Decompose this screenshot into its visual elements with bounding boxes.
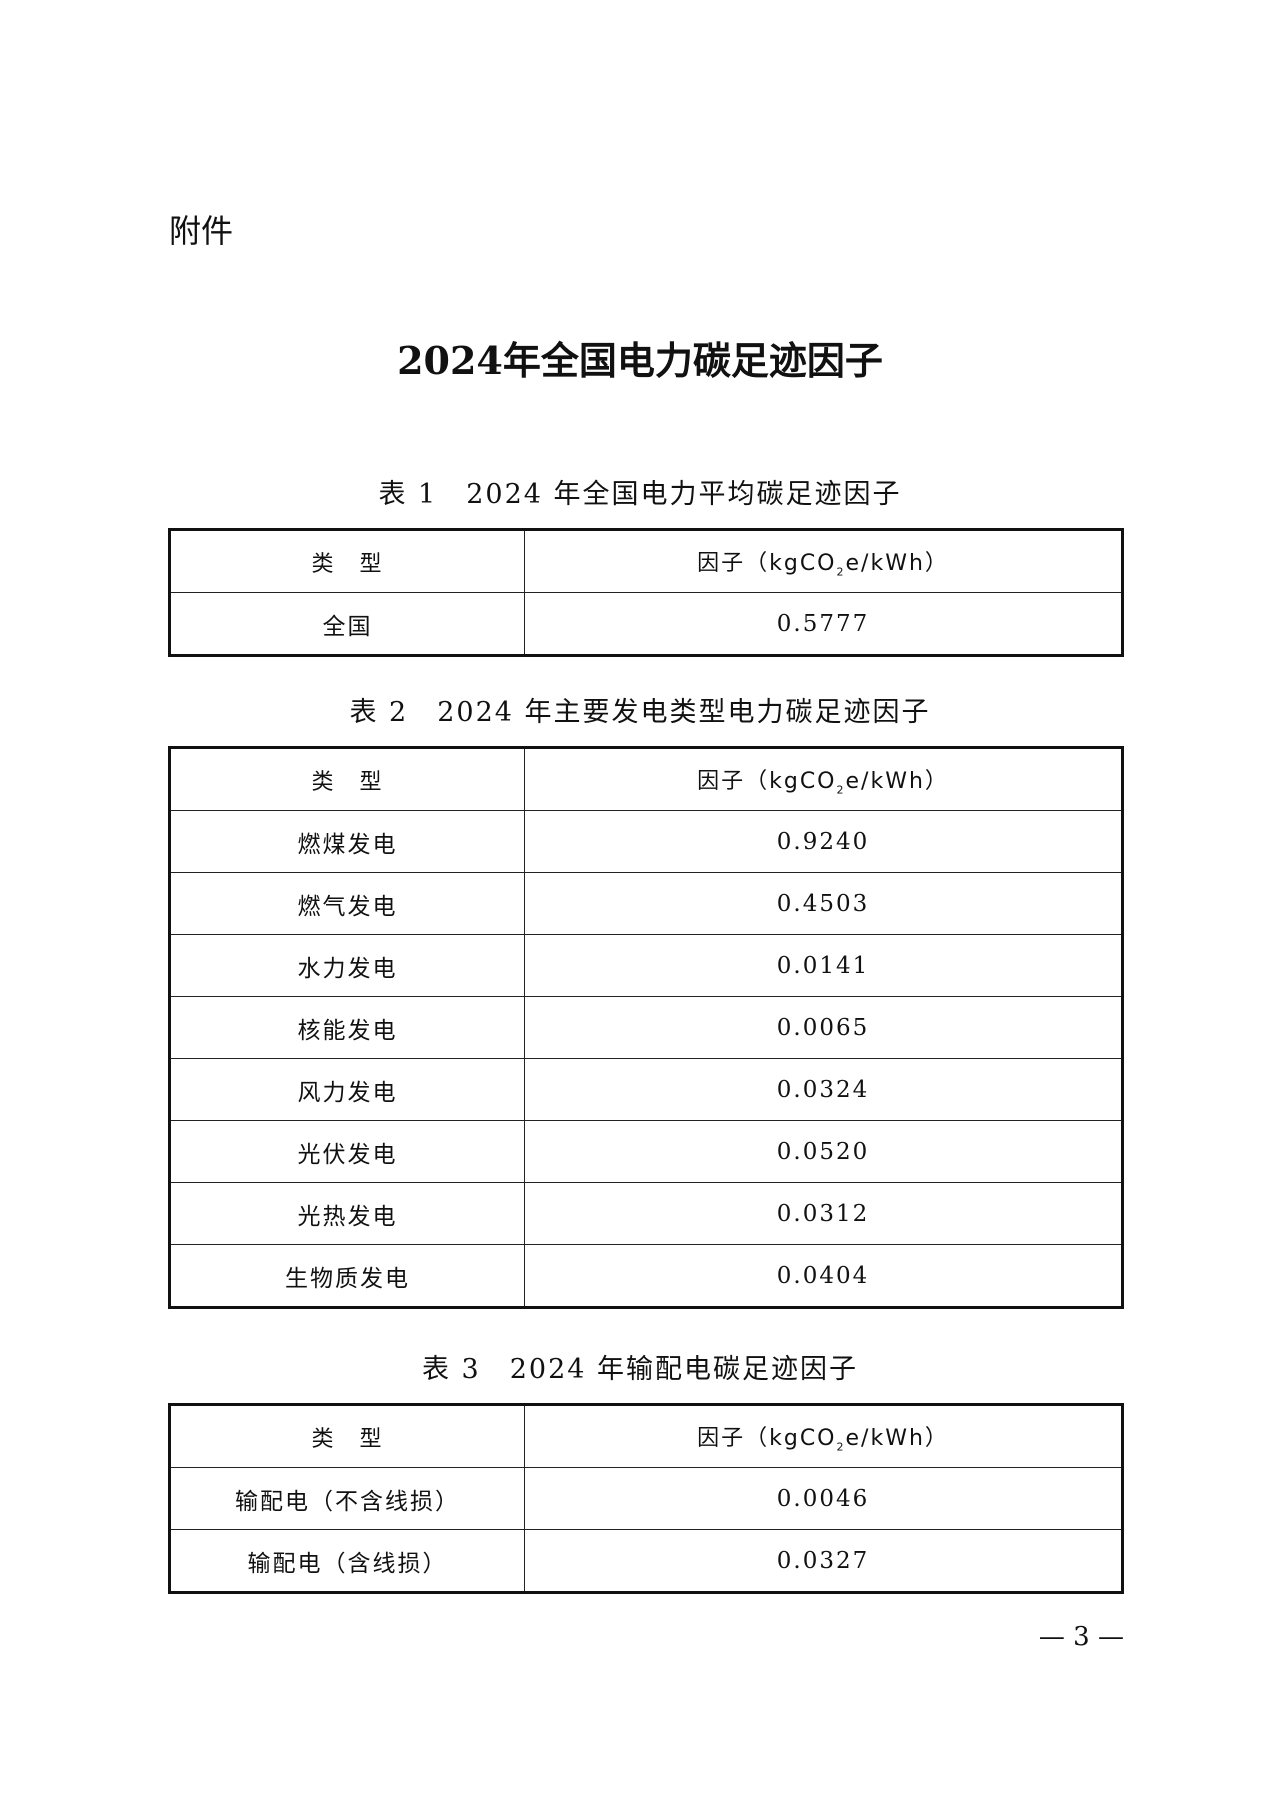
table-3-caption: 表 3 2024 年输配电碳足迹因子 (421, 1354, 859, 1385)
factor-header-prefix: 因子（kgCO (697, 768, 837, 794)
factor-header-prefix: 因子（kgCO (697, 550, 837, 576)
column-header-type: 类 型 (169, 1404, 525, 1468)
table-row: 风力发电 0.0324 (169, 1058, 1123, 1121)
table-2: 类 型因子（kgCO2e/kWh） 燃煤发电 0.9240 燃气发电 0.4503 水力发… (168, 746, 1124, 1309)
column-header-factor: 因子（kgCO2e/kWh） (524, 529, 1123, 593)
cell-type: 风力发电 (169, 1058, 525, 1121)
table-row: 燃煤发电 0.9240 (169, 810, 1123, 873)
cell-type: 输配电（不含线损） (169, 1467, 525, 1530)
table-row: 全国 0.5777 (169, 592, 1123, 656)
cell-factor: 0.0520 (524, 1120, 1123, 1183)
table-row: 输配电（不含线损） 0.0046 (169, 1467, 1123, 1530)
column-header-factor: 因子（kgCO2e/kWh） (524, 747, 1123, 811)
table-header-row: 类 型因子（kgCO2e/kWh） (169, 529, 1123, 593)
attachment-label: 附件 (169, 212, 234, 250)
table-1: 类 型因子（kgCO2e/kWh） 全国 0.5777 (168, 528, 1124, 657)
cell-type: 全国 (169, 592, 525, 656)
cell-type: 燃煤发电 (169, 810, 525, 873)
cell-factor: 0.0327 (524, 1529, 1123, 1593)
table-3: 类 型因子（kgCO2e/kWh） 输配电（不含线损） 0.0046 输配电（含线损）… (168, 1403, 1124, 1594)
table-row: 水力发电 0.0141 (169, 934, 1123, 997)
factor-header-prefix: 因子（kgCO (697, 1425, 837, 1451)
cell-factor: 0.0312 (524, 1182, 1123, 1245)
table-2-caption: 表 2 2024 年主要发电类型电力碳足迹因子 (349, 697, 931, 728)
factor-header-subscript: 2 (836, 1440, 846, 1454)
table-header-row: 类 型因子（kgCO2e/kWh） (169, 747, 1123, 811)
table-header-row: 类 型因子（kgCO2e/kWh） (169, 1404, 1123, 1468)
cell-type: 输配电（含线损） (169, 1529, 525, 1593)
document-title: 2024年全国电力碳足迹因子 (397, 338, 883, 383)
cell-factor: 0.9240 (524, 810, 1123, 873)
cell-factor: 0.0404 (524, 1244, 1123, 1308)
cell-type: 生物质发电 (169, 1244, 525, 1308)
column-header-factor: 因子（kgCO2e/kWh） (524, 1404, 1123, 1468)
factor-header-subscript: 2 (836, 565, 846, 579)
table-row: 燃气发电 0.4503 (169, 872, 1123, 935)
cell-type: 核能发电 (169, 996, 525, 1059)
cell-type: 光伏发电 (169, 1120, 525, 1183)
cell-factor: 0.0046 (524, 1467, 1123, 1530)
cell-factor: 0.4503 (524, 872, 1123, 935)
table-row: 光伏发电 0.0520 (169, 1120, 1123, 1183)
factor-header-suffix: e/kWh） (845, 768, 949, 794)
table-row: 输配电（含线损） 0.0327 (169, 1529, 1123, 1593)
cell-type: 光热发电 (169, 1182, 525, 1245)
table-1-caption: 表 1 2024 年全国电力平均碳足迹因子 (378, 479, 902, 510)
table-row: 核能发电 0.0065 (169, 996, 1123, 1059)
cell-type: 水力发电 (169, 934, 525, 997)
factor-header-subscript: 2 (836, 783, 846, 797)
cell-factor: 0.0065 (524, 996, 1123, 1059)
factor-header-suffix: e/kWh） (845, 1425, 949, 1451)
cell-factor: 0.5777 (524, 592, 1123, 656)
factor-header-suffix: e/kWh） (845, 550, 949, 576)
cell-factor: 0.0324 (524, 1058, 1123, 1121)
column-header-type: 类 型 (169, 747, 525, 811)
cell-type: 燃气发电 (169, 872, 525, 935)
page-number: — 3 — (1038, 1622, 1124, 1652)
cell-factor: 0.0141 (524, 934, 1123, 997)
table-row: 光热发电 0.0312 (169, 1182, 1123, 1245)
table-row: 生物质发电 0.0404 (169, 1244, 1123, 1308)
column-header-type: 类 型 (169, 529, 525, 593)
